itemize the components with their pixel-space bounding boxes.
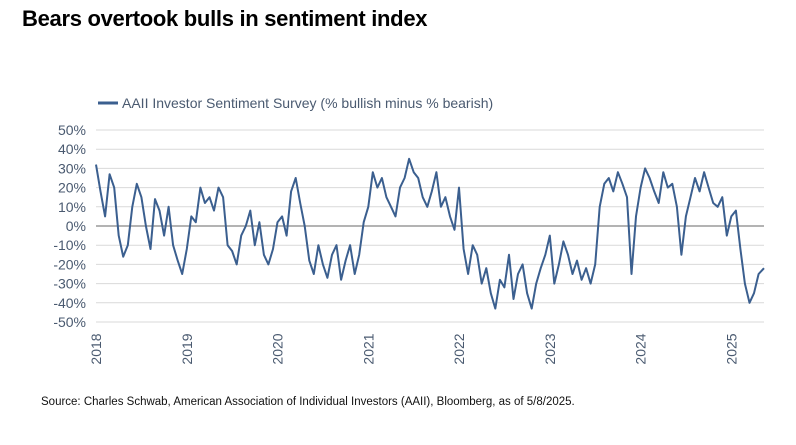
y-tick-label: 50% xyxy=(58,122,86,138)
y-tick-label: -30% xyxy=(53,276,86,292)
legend-label: AAII Investor Sentiment Survey (% bullis… xyxy=(122,95,493,111)
y-tick-label: 20% xyxy=(58,180,86,196)
chart-title: Bears overtook bulls in sentiment index xyxy=(22,6,428,31)
x-tick-label: 2020 xyxy=(270,333,286,364)
x-tick-label: 2022 xyxy=(451,333,467,364)
x-tick-label: 2024 xyxy=(633,333,649,364)
source-note: Source: Charles Schwab, American Associa… xyxy=(41,396,575,408)
y-tick-label: -50% xyxy=(53,314,86,330)
x-tick-label: 2019 xyxy=(179,333,195,364)
series-layer xyxy=(95,157,765,310)
y-tick-label: 10% xyxy=(58,199,86,215)
y-tick-label: -10% xyxy=(53,237,86,253)
y-tick-label: -20% xyxy=(53,256,86,272)
x-tick-label: 2023 xyxy=(542,333,558,364)
series-line xyxy=(95,157,765,310)
y-tick-label: -40% xyxy=(53,295,86,311)
x-tick-label: 2025 xyxy=(723,333,739,364)
sentiment-chart: AAII Investor Sentiment Survey (% bullis… xyxy=(53,95,765,365)
x-axis-ticks: 2018 2019 2020 2021 2022 2023 2024 2025 xyxy=(88,333,739,364)
y-tick-label: 30% xyxy=(58,160,86,176)
y-tick-label: 0% xyxy=(66,218,86,234)
y-tick-label: 40% xyxy=(58,141,86,157)
y-axis-ticks: -50% -40% -30% -20% -10% 0% 10% 20% 30% 40% 50% xyxy=(53,122,86,330)
legend: AAII Investor Sentiment Survey (% bullis… xyxy=(98,95,493,111)
x-tick-label: 2018 xyxy=(88,333,104,364)
x-tick-label: 2021 xyxy=(360,333,376,364)
grid-lines xyxy=(96,129,764,323)
